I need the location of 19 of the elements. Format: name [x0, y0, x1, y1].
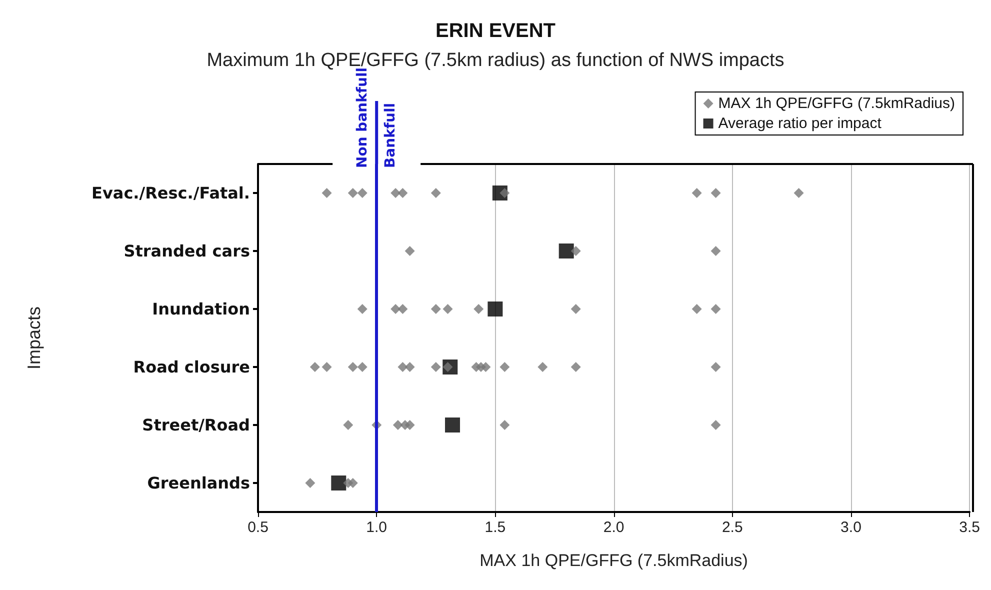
- x-tick-label: 0.5: [248, 519, 268, 536]
- y-tick-label: Road closure: [133, 358, 250, 376]
- annotation: Bankfull: [382, 102, 399, 168]
- legend-label: Average ratio per impact: [718, 115, 882, 132]
- y-tick-label: Greenlands: [147, 474, 250, 492]
- y-axis-title: Impacts: [24, 306, 44, 370]
- y-tick-label: Evac./Resc./Fatal.: [92, 184, 250, 202]
- x-tick-label: 2.5: [722, 519, 743, 536]
- y-tick-label: Street/Road: [142, 416, 250, 434]
- x-tick-label: 3.0: [840, 519, 862, 536]
- x-tick-label: 2.0: [603, 519, 624, 536]
- x-tick-label: 1.0: [366, 519, 388, 536]
- chart-title: ERIN EVENT: [435, 20, 556, 42]
- legend-label: MAX 1h QPE/GFFG (7.5kmRadius): [718, 95, 956, 112]
- y-tick-label: Inundation: [152, 300, 250, 318]
- x-tick-label: 1.5: [484, 519, 506, 536]
- x-axis-title: MAX 1h QPE/GFFG (7.5kmRadius): [480, 551, 748, 570]
- x-tick-label: 3.5: [959, 519, 980, 536]
- y-tick-label: Stranded cars: [124, 242, 250, 260]
